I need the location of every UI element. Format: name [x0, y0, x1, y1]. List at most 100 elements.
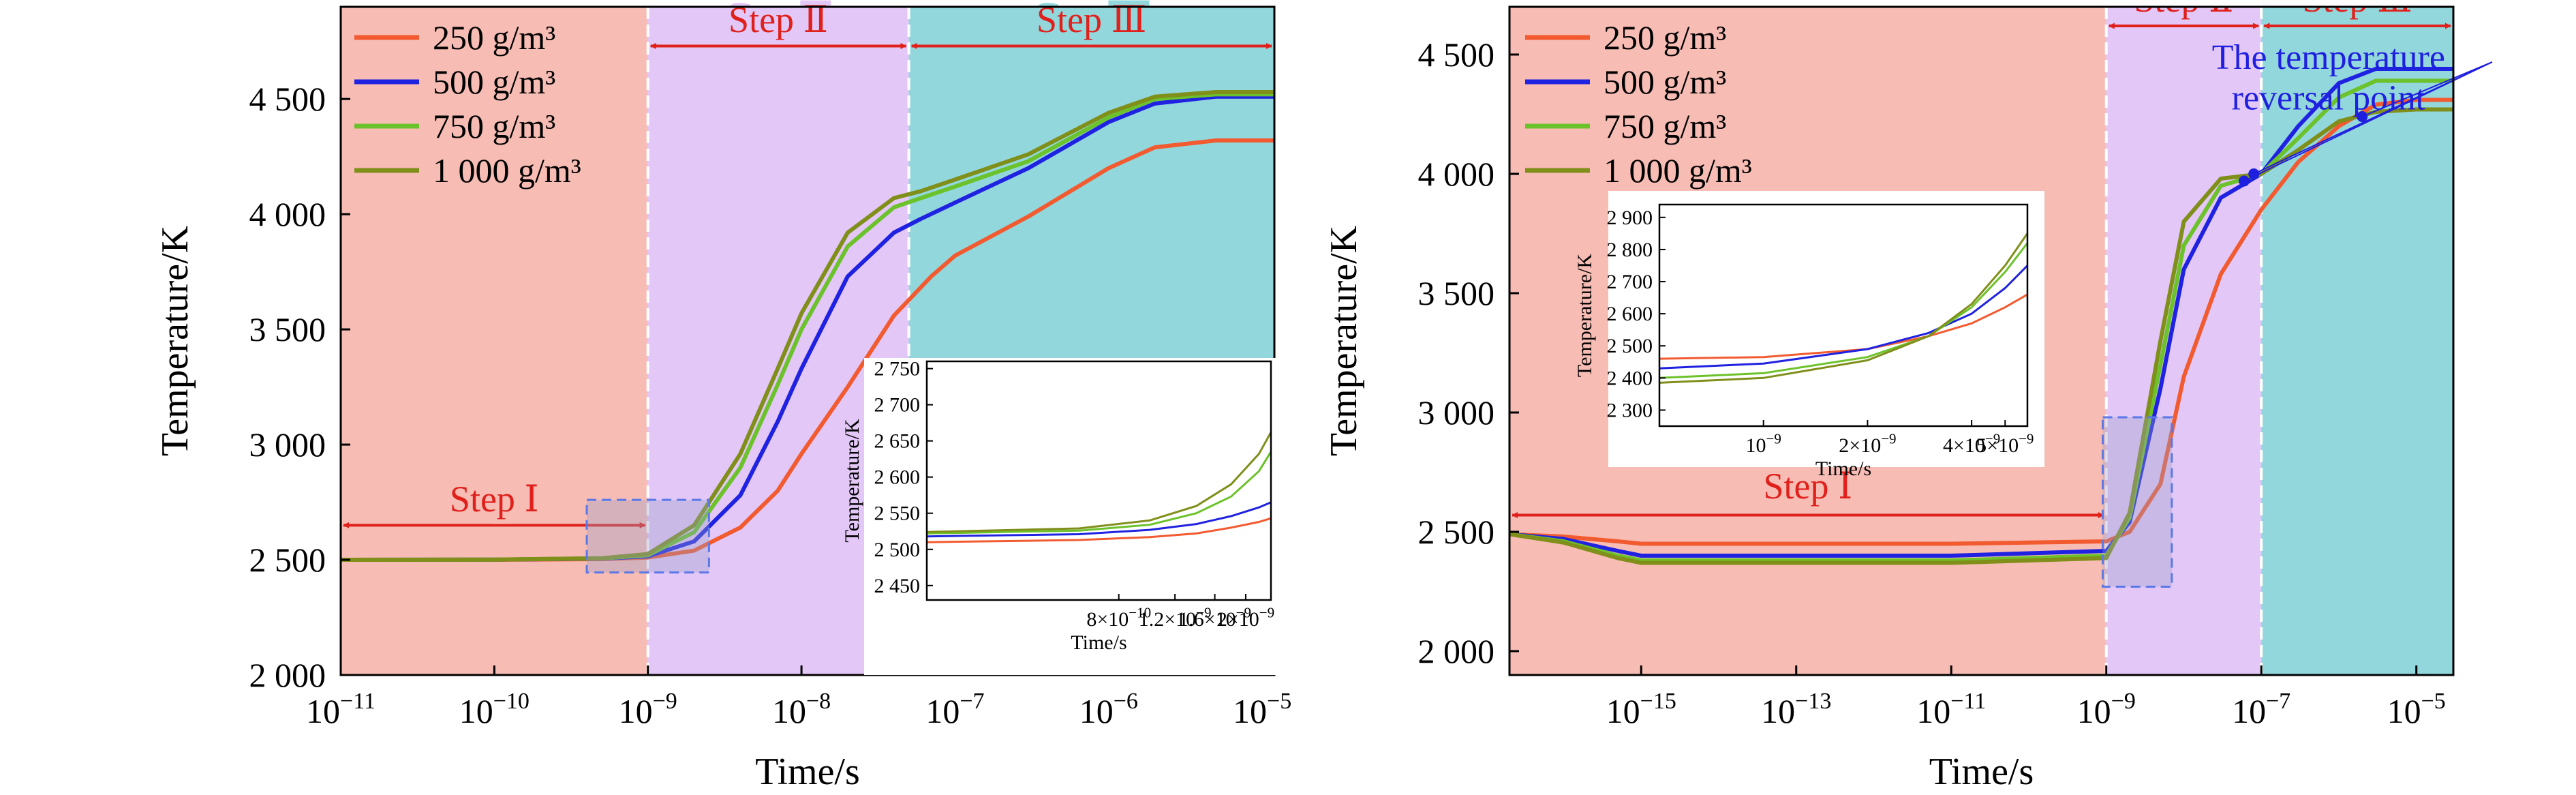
- inset-x-tick-label: 10−9: [1746, 430, 1781, 457]
- x-tick-label-base: 10: [925, 692, 960, 730]
- inset-x-tick-label-exp: −9: [1259, 604, 1274, 620]
- x-tick-label-exp: −15: [1640, 689, 1676, 714]
- series-line-4: [1509, 107, 2453, 565]
- inset-series-line-2: [1659, 265, 2029, 370]
- annotation-leader-3: [2361, 61, 2493, 117]
- step-region-1: [341, 7, 648, 675]
- x-tick-label: 10−5: [1233, 689, 1291, 730]
- x-tick-label-base: 10: [1233, 692, 1267, 730]
- reversal-point-1: [2238, 175, 2250, 187]
- inset-x-tick-label-base: 2×10: [1217, 608, 1259, 631]
- legend-label-1: 250 g/m³: [433, 18, 555, 57]
- x-tick-label-exp: −8: [806, 689, 831, 714]
- x-tick-label-base: 10: [1606, 692, 1640, 730]
- x-tick-label: 10−10: [459, 689, 530, 730]
- zoom-highlight-box: [585, 498, 710, 574]
- y-tick-label: 3 500: [249, 310, 326, 348]
- x-axis-title: Time/s: [1929, 751, 2034, 793]
- x-tick-label: 10−7: [2232, 689, 2290, 730]
- reversal-point-3: [2357, 111, 2368, 122]
- legend-label-3: 750 g/m³: [1604, 107, 1726, 145]
- annotation-line-1: The temperature: [2212, 38, 2445, 77]
- y-tick-label: 2 500: [1418, 513, 1495, 551]
- y-tick-label: 3 000: [1418, 393, 1495, 432]
- inset-x-axis-title: Time/s: [1071, 631, 1126, 654]
- legend: 250 g/m³ 500 g/m³ 750 g/m³ 1 000 g/m³: [354, 18, 581, 190]
- zoom-highlight-box: [2102, 416, 2173, 588]
- inset-x-tick-label: 1.2×10−9: [1139, 604, 1212, 631]
- x-tick-label-exp: −10: [493, 689, 530, 714]
- x-tick-label: 10−13: [1761, 689, 1831, 730]
- x-tick-label-base: 10: [1079, 692, 1114, 730]
- inset-x-tick-label: 4×10−9: [1943, 430, 2000, 457]
- inset-y-tick-label: 2 700: [874, 394, 921, 417]
- y-tick-label: 3 000: [249, 425, 326, 464]
- x-tick-label-exp: −11: [1950, 689, 1986, 714]
- x-tick-label-base: 10: [459, 692, 493, 730]
- inset-y-tick-label: 2 600: [1607, 303, 1653, 325]
- reversal-point-2: [2248, 168, 2260, 179]
- inset-background: [864, 358, 1278, 675]
- x-tick-label-base: 10: [2077, 692, 2111, 730]
- x-tick-label: 10−8: [772, 689, 831, 730]
- x-tick-label: 10−7: [925, 689, 984, 730]
- x-tick-label-exp: −7: [2266, 689, 2290, 714]
- x-tick-label-exp: −11: [340, 689, 375, 714]
- legend-label-4: 1 000 g/m³: [1604, 151, 1752, 190]
- inset-x-tick-label: 1.6×10−9: [1178, 604, 1251, 631]
- inset-x-tick-label-base: 10: [1746, 434, 1766, 457]
- inset-series-line-4: [1659, 232, 2029, 384]
- inset-x-tick-label: 2×10−9: [1217, 604, 1274, 631]
- y-tick-label: 3 500: [1418, 274, 1495, 312]
- right-chart: Step Ⅰ Step Ⅱ Step Ⅲ The temperaturereversa…: [1323, 0, 2493, 793]
- inset-y-tick-label: 2 550: [874, 502, 921, 525]
- x-tick-label-exp: −5: [2421, 689, 2446, 714]
- y-tick-label: 4 000: [1418, 155, 1495, 193]
- inset-y-axis-title: Temperature/K: [1574, 254, 1596, 377]
- legend-label-2: 500 g/m³: [1604, 63, 1726, 101]
- x-tick-label-exp: −13: [1795, 689, 1831, 714]
- inset-y-tick-label: 2 450: [874, 575, 921, 597]
- x-tick-label: 10−9: [2077, 689, 2136, 730]
- y-axis-title: Temperature/K: [154, 226, 196, 456]
- inset-x-tick-label-base: 8×10: [1086, 608, 1129, 631]
- legend-label-1: 250 g/m³: [1604, 18, 1726, 57]
- step-label-1: Step Ⅰ: [1763, 466, 1852, 507]
- x-tick-label-base: 10: [1761, 692, 1795, 730]
- series-line-3: [1509, 78, 2453, 562]
- inset-x-tick-label-exp: −9: [2019, 430, 2034, 447]
- inset-x-tick-label-base: 1.6×10: [1178, 608, 1236, 631]
- inset-x-tick-label-exp: −10: [1129, 604, 1151, 620]
- series-line-1: [1509, 97, 2453, 546]
- x-tick-label: 10−6: [1079, 689, 1138, 730]
- inset-x-tick-label-exp: −9: [1985, 430, 2000, 447]
- x-tick-label-base: 10: [2387, 692, 2421, 730]
- x-axis-title: Time/s: [755, 751, 860, 793]
- x-tick-label-base: 10: [1916, 692, 1950, 730]
- x-tick-label-base: 10: [306, 692, 340, 730]
- step-label-3: Step Ⅲ: [2302, 0, 2412, 20]
- series-line-4: [341, 90, 1274, 562]
- inset-x-axis-title: Time/s: [1815, 457, 1871, 480]
- legend: 250 g/m³ 500 g/m³ 750 g/m³ 1 000 g/m³: [1525, 18, 1752, 190]
- inset-frame: [925, 360, 1272, 601]
- inset-y-axis-title: Temperature/K: [841, 419, 863, 542]
- inset-x-tick-label-exp: −9: [1236, 604, 1251, 620]
- x-tick-label-exp: −9: [2111, 689, 2136, 714]
- step-region-2: [2106, 7, 2262, 675]
- x-tick-label-base: 10: [2232, 692, 2266, 730]
- inset-y-tick-label: 2 700: [1607, 271, 1653, 293]
- inset-y-tick-label: 2 650: [874, 430, 921, 453]
- x-tick-label: 10−11: [306, 689, 375, 730]
- inset-y-tick-label: 2 600: [874, 466, 921, 489]
- inset-y-tick-label: 2 500: [874, 539, 921, 561]
- y-tick-label: 2 000: [1418, 632, 1495, 670]
- x-tick-label-exp: −6: [1114, 689, 1138, 714]
- inset-x-tick-label-exp: −9: [1881, 430, 1896, 447]
- inset-x-tick-label-exp: −9: [1766, 430, 1781, 447]
- inset-x-tick-label: 8×10−10: [1086, 604, 1151, 631]
